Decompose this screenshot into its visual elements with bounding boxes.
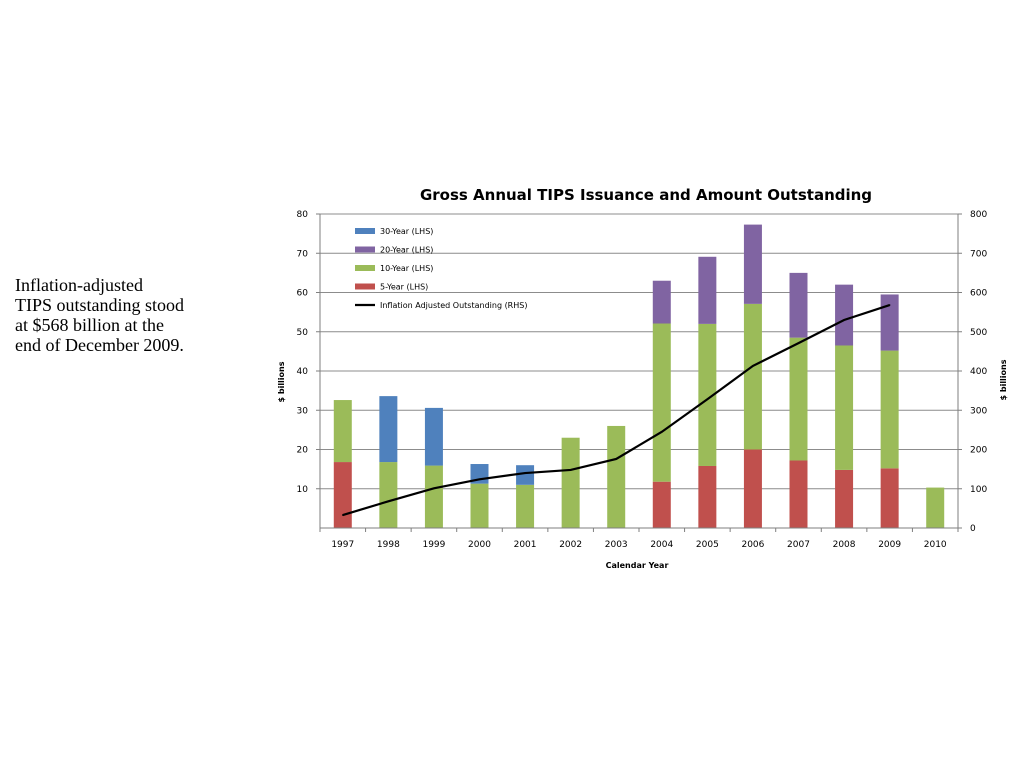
x-tick-label-1999: 1999 <box>422 540 445 550</box>
side-note-line-2: TIPS outstanding stood <box>15 295 185 315</box>
bar-30-year-1999 <box>424 407 443 466</box>
legend-swatch-5-year <box>355 283 375 290</box>
outstanding-point-2002 <box>569 469 572 471</box>
legend-label: 10-Year (LHS) <box>380 264 433 273</box>
legend-label: Inflation Adjusted Outstanding (RHS) <box>380 301 527 310</box>
bar-20-year-2007 <box>789 272 808 338</box>
x-tick-label-2007: 2007 <box>787 540 810 550</box>
bar-10-year-2001 <box>516 484 535 528</box>
bar-20-year-2008 <box>835 284 854 346</box>
outstanding-point-2003 <box>615 458 618 460</box>
x-tick-label-2001: 2001 <box>514 540 537 550</box>
y-axis-title-left: $ billions <box>277 361 286 402</box>
x-tick-label-2000: 2000 <box>468 540 491 550</box>
bar-5-year-2009 <box>880 468 899 528</box>
y-tick-label-right: 400 <box>970 367 987 377</box>
y-tick-label-left: 80 <box>297 210 309 220</box>
outstanding-point-2008 <box>843 319 845 321</box>
y-tick-label-right: 300 <box>970 406 987 416</box>
side-note: Inflation-adjusted TIPS outstanding stoo… <box>15 275 205 355</box>
gridlines <box>320 213 958 490</box>
bar-5-year-2007 <box>789 460 808 528</box>
bar-20-year-2004 <box>652 280 671 324</box>
y-tick-label-left: 70 <box>297 249 309 259</box>
legend-label: 5-Year (LHS) <box>380 283 428 292</box>
y-tick-label-right: 500 <box>970 328 987 338</box>
y-tick-label-right: 800 <box>970 210 987 220</box>
y-tick-label-right: 0 <box>970 524 976 534</box>
legend-label: 20-Year (LHS) <box>380 246 433 255</box>
x-tick-label-2004: 2004 <box>650 540 673 550</box>
outstanding-point-1997 <box>341 514 344 516</box>
outstanding-point-2004 <box>660 431 663 433</box>
bar-30-year-1998 <box>379 396 398 463</box>
y-tick-label-left: 50 <box>297 328 309 338</box>
bar-10-year-2007 <box>789 337 808 461</box>
legend-label: 30-Year (LHS) <box>380 227 433 236</box>
x-tick-label-2005: 2005 <box>696 540 719 550</box>
axes: 1020304050607080010020030040050060070080… <box>297 210 988 550</box>
bar-5-year-2004 <box>652 481 671 528</box>
y-tick-label-right: 200 <box>970 446 987 456</box>
x-axis-title: Calendar Year <box>606 561 669 570</box>
legend-swatch-10-year <box>355 265 375 271</box>
x-tick-label-2002: 2002 <box>559 540 582 550</box>
outstanding-point-1999 <box>433 487 435 490</box>
bar-10-year-1997 <box>333 400 352 463</box>
chart-title: Gross Annual TIPS Issuance and Amount Ou… <box>420 186 872 204</box>
x-tick-label-2010: 2010 <box>924 540 947 550</box>
outstanding-point-2001 <box>524 472 526 474</box>
x-tick-label-2009: 2009 <box>878 540 901 550</box>
side-note-line-4: end of December 2009. <box>15 335 184 355</box>
y-tick-label-left: 60 <box>297 289 309 299</box>
bar-20-year-2005 <box>698 256 717 324</box>
y-tick-label-left: 10 <box>297 485 309 495</box>
outstanding-point-2006 <box>752 365 754 367</box>
bar-5-year-1997 <box>333 462 352 528</box>
y-tick-label-right: 100 <box>970 485 987 495</box>
bar-5-year-2008 <box>835 469 854 528</box>
x-tick-label-2008: 2008 <box>833 540 856 550</box>
bar-10-year-2003 <box>607 425 626 528</box>
bar-10-year-2002 <box>561 437 580 528</box>
side-note-line-1: Inflation-adjusted <box>15 275 143 295</box>
outstanding-point-2007 <box>797 342 800 344</box>
legend: 30-Year (LHS) 20-Year (LHS) 10-Year (LHS) 5… <box>355 227 527 310</box>
bar-10-year-2006 <box>743 303 762 450</box>
bar-5-year-2005 <box>698 465 717 528</box>
outstanding-point-2000 <box>478 478 481 481</box>
y-axis-title-right: $ billions <box>999 359 1008 400</box>
bar-20-year-2006 <box>743 224 762 304</box>
outstanding-line-group <box>341 304 891 517</box>
bar-10-year-2004 <box>652 323 671 482</box>
side-note-line-3: at $568 billion at the <box>15 315 164 335</box>
bar-10-year-1999 <box>424 465 443 528</box>
x-tick-label-1997: 1997 <box>331 540 354 550</box>
outstanding-point-2009 <box>888 304 891 306</box>
x-tick-label-2006: 2006 <box>741 540 764 550</box>
y-tick-label-left: 30 <box>297 406 309 416</box>
outstanding-point-2005 <box>706 398 709 401</box>
bar-20-year-2009 <box>880 294 899 351</box>
bar-10-year-2005 <box>698 323 717 466</box>
bar-10-year-2000 <box>470 483 489 528</box>
legend-swatch-20-year <box>355 246 375 253</box>
y-tick-label-left: 40 <box>297 367 309 377</box>
y-tick-label-right: 700 <box>970 249 987 259</box>
y-tick-label-left: 20 <box>297 446 309 456</box>
y-tick-label-right: 600 <box>970 289 987 299</box>
legend-swatch-30-year <box>355 228 375 234</box>
bar-10-year-1998 <box>379 462 398 528</box>
bar-5-year-2006 <box>743 449 762 528</box>
bar-10-year-2008 <box>835 345 854 470</box>
bars <box>333 224 945 528</box>
x-tick-label-1998: 1998 <box>377 540 400 550</box>
bar-30-year-2001 <box>516 465 535 485</box>
bar-10-year-2010 <box>926 487 945 528</box>
outstanding-point-1998 <box>387 500 390 503</box>
x-tick-label-2003: 2003 <box>605 540 628 550</box>
bar-10-year-2009 <box>880 350 899 469</box>
